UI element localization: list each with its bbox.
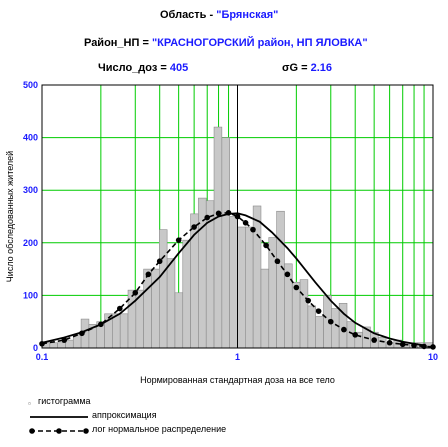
histogram-bar	[174, 292, 184, 349]
histogram-bar	[237, 226, 246, 349]
lognormal-point	[274, 258, 281, 265]
lognormal-point	[352, 332, 359, 338]
region-value: "Брянская"	[216, 9, 279, 21]
histogram-bar	[119, 313, 129, 349]
histogram-bar	[213, 126, 223, 349]
histogram-bar	[182, 239, 191, 349]
sigma-label: σG =	[282, 62, 311, 74]
lognormal-point	[411, 342, 417, 349]
legend-lognormal-dot	[29, 428, 35, 434]
lognormal-point	[204, 214, 211, 221]
histogram-bar	[112, 313, 121, 349]
histogram-bar	[307, 305, 317, 349]
plot-frame	[41, 84, 434, 349]
lognormal-point	[225, 210, 232, 216]
district-label: Район_НП =	[84, 37, 152, 49]
lognormal-point	[98, 321, 104, 328]
lognormal-point	[399, 341, 406, 348]
lognormal-point	[284, 271, 291, 278]
legend-lognormal-dot	[83, 428, 89, 434]
district-value: "КРАСНОГОРСКИЙ район, НП ЯЛОВКА"	[151, 37, 368, 49]
legend-lognormal-dot	[56, 428, 62, 434]
histogram-bar	[276, 210, 285, 349]
lognormal-point	[242, 220, 249, 226]
y-tick-label: 200	[23, 238, 38, 248]
legend-histogram-symbol: ▫	[28, 399, 31, 408]
curves	[39, 210, 436, 350]
lognormal-point	[250, 226, 256, 233]
x-tick-label: 1	[235, 352, 240, 362]
legend: ▫	[28, 399, 89, 434]
y-tick-label: 100	[23, 290, 38, 300]
y-tick-label: 0	[33, 343, 38, 353]
lognormal-point	[315, 308, 322, 314]
legend-histogram-label: гистограмма	[38, 396, 91, 406]
region-label: Область -	[160, 9, 217, 21]
x-axis-label: Нормированная стандартная доза на все те…	[140, 375, 335, 385]
dose-count: Число_доз = 405	[98, 62, 188, 74]
histogram-bar	[143, 268, 152, 349]
dose-count-value: 405	[169, 62, 189, 74]
tick-labels: 0 100 200 300 400 500 0.1 1 10	[23, 80, 438, 362]
histogram-bar	[377, 337, 387, 349]
histogram-bar	[245, 226, 254, 349]
lognormal-point	[371, 337, 377, 343]
histogram-bar	[49, 342, 58, 349]
histogram-bar	[331, 308, 340, 349]
histogram-bar	[221, 137, 230, 349]
lognormal-point	[156, 258, 163, 265]
x-tick-label: 0.1	[36, 352, 49, 362]
lognormal-point	[191, 224, 197, 230]
lognormal-point	[305, 297, 312, 304]
district-title: Район_НП = "КРАСНОГОРСКИЙ район, НП ЯЛОВ…	[84, 37, 368, 49]
lognormal-point	[234, 213, 241, 220]
lognormal-point	[116, 305, 123, 312]
histogram-bars	[41, 126, 434, 349]
legend-lognormal-label: лог нормальное распределение	[92, 424, 227, 434]
lognormal-point	[327, 318, 334, 325]
lognormal-point	[386, 339, 393, 346]
histogram-bar	[260, 268, 270, 349]
lognormal-point	[263, 242, 269, 249]
x-tick-label: 10	[428, 352, 438, 362]
approx-curve	[41, 212, 425, 347]
histogram-bar	[315, 316, 324, 349]
y-tick-label: 300	[23, 185, 38, 195]
histogram-bar	[291, 281, 301, 349]
histogram-bar	[299, 279, 309, 349]
lognormal-point	[215, 210, 222, 217]
histogram-bar	[166, 258, 176, 349]
region-title: Область - "Брянская"	[160, 9, 278, 21]
lognormal-point	[61, 337, 68, 343]
lognormal-point	[293, 284, 300, 291]
histogram-bar	[57, 342, 66, 349]
y-tick-label: 400	[23, 133, 38, 143]
dose-count-label: Число_доз =	[98, 62, 170, 74]
lognormal-point	[132, 289, 139, 296]
lognormal-point	[79, 330, 85, 337]
histogram-bar	[229, 216, 238, 349]
y-axis-label: Число обследованных жителей	[5, 151, 15, 282]
sigma: σG = 2.16	[282, 62, 332, 74]
lognormal-point	[175, 237, 182, 243]
histogram-bar	[159, 229, 168, 349]
lognormal-point	[145, 271, 152, 278]
sigma-value: 2.16	[310, 62, 333, 74]
legend-approx-label: аппроксимация	[92, 410, 157, 420]
lognormal-point	[341, 326, 347, 333]
y-tick-label: 500	[23, 80, 38, 90]
